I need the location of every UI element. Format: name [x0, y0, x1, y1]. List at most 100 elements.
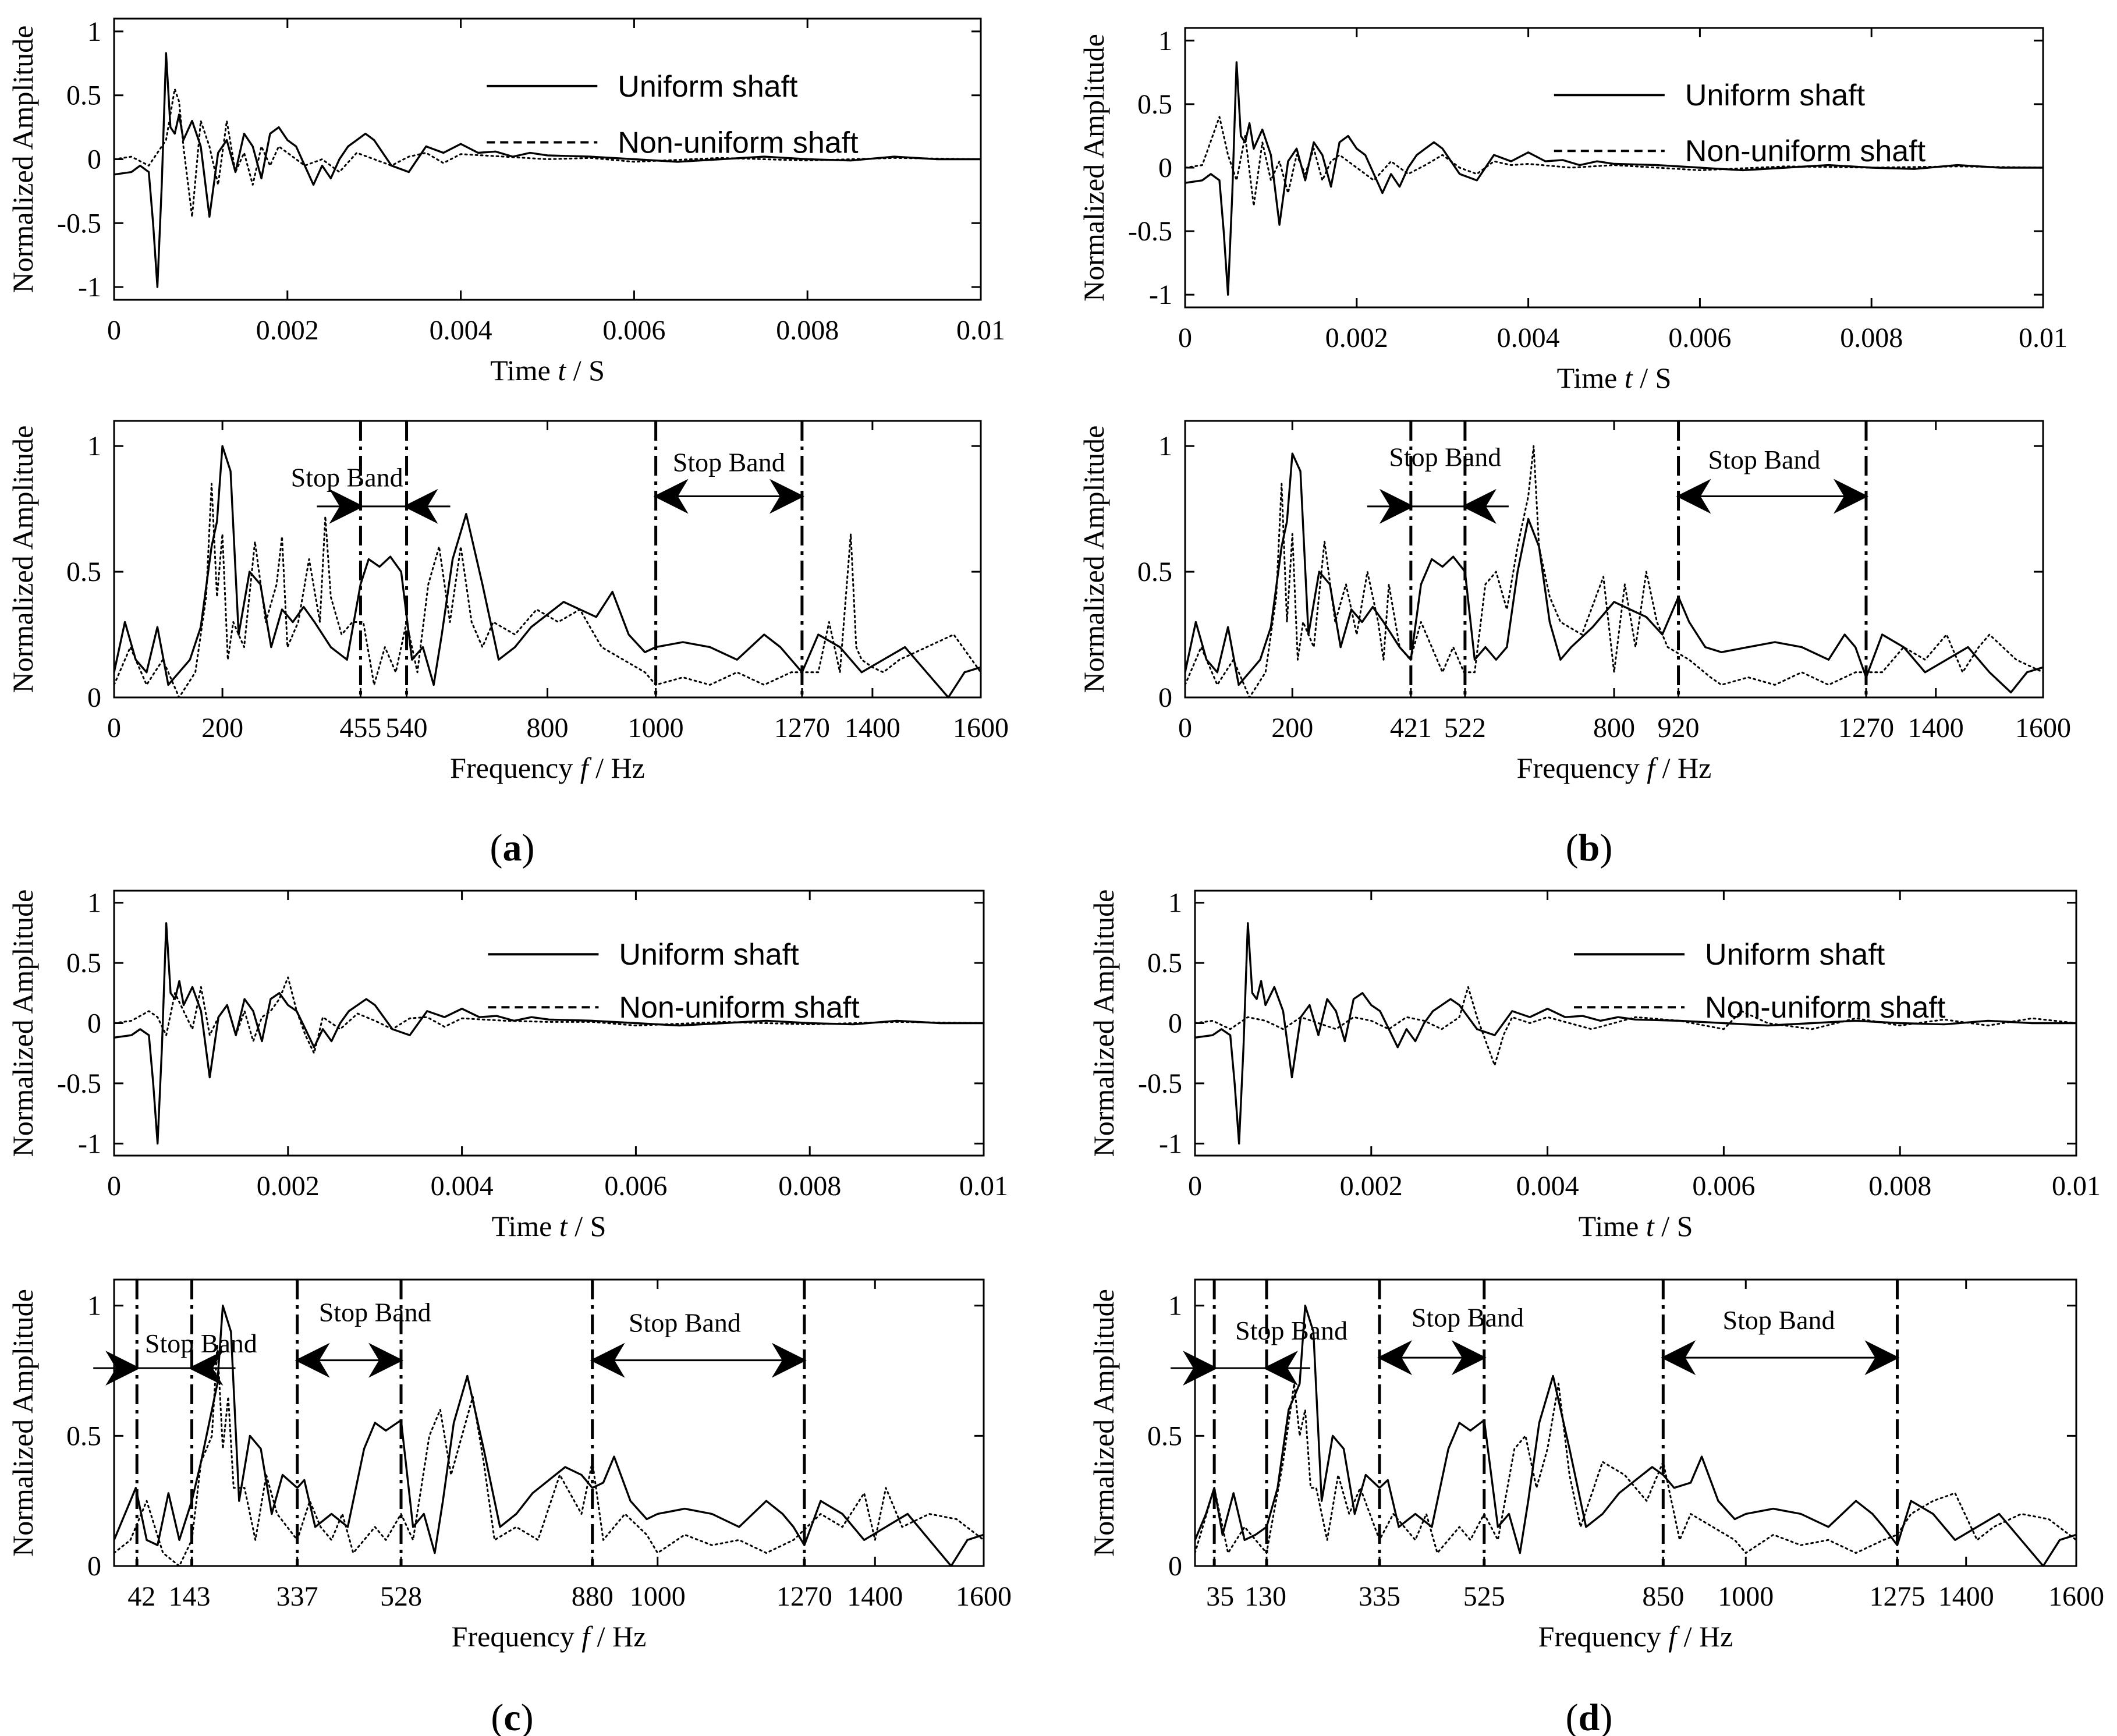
x-tick-label: 1600 — [2015, 713, 2071, 743]
y-tick-label: 1 — [87, 1291, 101, 1322]
x-axis-label-suffix: / Hz — [1655, 752, 1711, 784]
y-axis-label: Normalized Amplitude — [6, 426, 39, 693]
subfigure-caption: (a) — [490, 827, 535, 869]
x-axis-label: Frequency f / Hz — [1517, 752, 1712, 784]
stop-band-label: Stop Band — [291, 462, 403, 492]
x-tick-label: 0.004 — [1497, 323, 1560, 353]
x-tick-label: 0.01 — [959, 1171, 1008, 1202]
stop-band-label: Stop Band — [319, 1298, 431, 1327]
panel-d-time: 0 0.002 0.004 0.006 0.008 0.01 1 0.5 0 -0.5 -1 Time… — [1087, 888, 2101, 1242]
x-tick-label: 0.006 — [1692, 1171, 1755, 1202]
caption-close: ) — [522, 827, 535, 869]
stop-band-label: Stop Band — [145, 1328, 257, 1358]
x-tick-label: 200 — [201, 713, 243, 743]
panel-c-freq: 42 143 337 528 880 1000 1270 1400 1600 1 0.5 0 Frequ… — [6, 1278, 1012, 1653]
x-axis-label-variable: t — [559, 1210, 568, 1242]
series-non-uniform-line — [1184, 445, 2044, 699]
x-tick-label: 920 — [1658, 713, 1700, 743]
y-tick-label: -0.5 — [1128, 216, 1172, 247]
x-tick-label: 42 — [127, 1581, 155, 1612]
legend-uniform-label: Uniform shaft — [619, 938, 799, 972]
legend-non-uniform-label: Non-uniform shaft — [619, 991, 860, 1025]
caption-close: ) — [521, 1696, 534, 1736]
stop-band-label: Stop Band — [1412, 1303, 1524, 1333]
x-tick-label: 0.01 — [2052, 1171, 2101, 1202]
series-non-uniform-line — [1194, 986, 2077, 1067]
x-tick-label: 0.006 — [1668, 323, 1731, 353]
x-axis-label-suffix: / S — [1633, 362, 1672, 394]
plot-frame — [1184, 420, 2044, 699]
y-tick-label: 0.5 — [66, 80, 101, 111]
x-axis-label: Time t / S — [492, 1210, 607, 1242]
x-axis-label-suffix: / Hz — [588, 752, 645, 784]
y-tick-label: 0 — [87, 1008, 101, 1039]
x-axis-label-suffix: / S — [568, 1210, 607, 1242]
series-non-uniform-line — [113, 88, 982, 218]
x-axis-label-variable: t — [558, 354, 566, 387]
x-tick-label: 0 — [1188, 1171, 1202, 1202]
caption-letter: a — [503, 827, 522, 869]
stop-band-label: Stop Band — [1235, 1316, 1347, 1345]
x-tick-label: 1275 — [1869, 1581, 1925, 1612]
panel-b-freq: 0 200 421 522 800 920 1270 1400 1600 1 0.5 0 Frequen… — [1077, 420, 2071, 784]
x-tick-label: 1000 — [628, 713, 684, 743]
series-uniform-line — [1194, 922, 2076, 1145]
x-tick-label: 1600 — [2048, 1581, 2104, 1612]
x-tick-label: 0.004 — [430, 315, 492, 346]
x-axis-label-prefix: Time — [1557, 362, 1625, 394]
y-axis-label: Normalized Amplitude — [1077, 426, 1110, 693]
plot-frame — [113, 420, 982, 699]
x-tick-label: 0.004 — [431, 1171, 494, 1202]
x-tick-label: 1270 — [776, 1581, 832, 1612]
x-tick-label: 800 — [527, 713, 569, 743]
y-axis-label: Normalized Amplitude — [1077, 34, 1110, 302]
stop-band-label: Stop Band — [673, 447, 785, 477]
x-tick-label: 0.008 — [1868, 1171, 1931, 1202]
x-tick-label: 1270 — [774, 713, 830, 743]
plot-frame — [113, 1278, 985, 1567]
x-tick-label: 525 — [1463, 1581, 1505, 1612]
x-tick-label: 0 — [107, 1171, 121, 1202]
caption-open: ( — [491, 1696, 503, 1736]
x-tick-label: 1000 — [630, 1581, 686, 1612]
x-tick-label: 880 — [572, 1581, 614, 1612]
series-uniform-line — [114, 52, 981, 288]
y-tick-label: -1 — [1149, 279, 1172, 310]
y-tick-label: 0 — [1158, 682, 1172, 713]
series-uniform-line — [1184, 452, 2044, 694]
y-tick-label: 0.5 — [1147, 1420, 1182, 1451]
caption-letter: b — [1579, 827, 1600, 869]
series-uniform-line — [1194, 1304, 2077, 1567]
x-tick-label: 1270 — [1838, 713, 1894, 743]
x-tick-label: 0.002 — [1340, 1171, 1403, 1202]
legend-non-uniform-label: Non-uniform shaft — [1685, 134, 1926, 168]
caption-close: ) — [1600, 1696, 1612, 1736]
x-axis-label-prefix: Frequency — [1538, 1620, 1669, 1653]
plot-frame — [1194, 1278, 2077, 1567]
x-axis-label-prefix: Time — [490, 354, 558, 387]
panel-c-time: 0 0.002 0.004 0.006 0.008 0.01 1 0.5 0 -0.5 -1 Time… — [6, 888, 1008, 1242]
x-tick-label: 455 — [339, 713, 381, 743]
series-uniform-line — [1185, 61, 2043, 296]
x-axis-label-suffix: / S — [566, 354, 605, 387]
x-tick-label: 421 — [1390, 713, 1432, 743]
legend-non-uniform-label: Non-uniform shaft — [1705, 991, 1946, 1025]
caption-open: ( — [490, 827, 503, 869]
x-axis-label-prefix: Time — [492, 1210, 559, 1242]
x-tick-label: 335 — [1359, 1581, 1400, 1612]
x-tick-label: 0.008 — [778, 1171, 841, 1202]
y-tick-label: -0.5 — [1138, 1068, 1182, 1099]
y-tick-label: 1 — [1158, 431, 1172, 462]
y-tick-label: 0 — [1168, 1551, 1182, 1582]
y-tick-label: 0.5 — [66, 948, 101, 979]
x-tick-label: 337 — [276, 1581, 318, 1612]
x-axis-label-prefix: Frequency — [450, 752, 580, 784]
x-tick-label: 0 — [107, 315, 121, 346]
x-tick-label: 1400 — [1908, 713, 1964, 743]
x-tick-label: 540 — [386, 713, 428, 743]
legend-uniform-label: Uniform shaft — [618, 70, 798, 104]
y-axis-label: Normalized Amplitude — [1087, 1289, 1120, 1557]
subfigure-caption: (d) — [1566, 1696, 1613, 1736]
y-tick-label: 0 — [1168, 1008, 1182, 1039]
y-axis-label: Normalized Amplitude — [6, 1289, 39, 1557]
